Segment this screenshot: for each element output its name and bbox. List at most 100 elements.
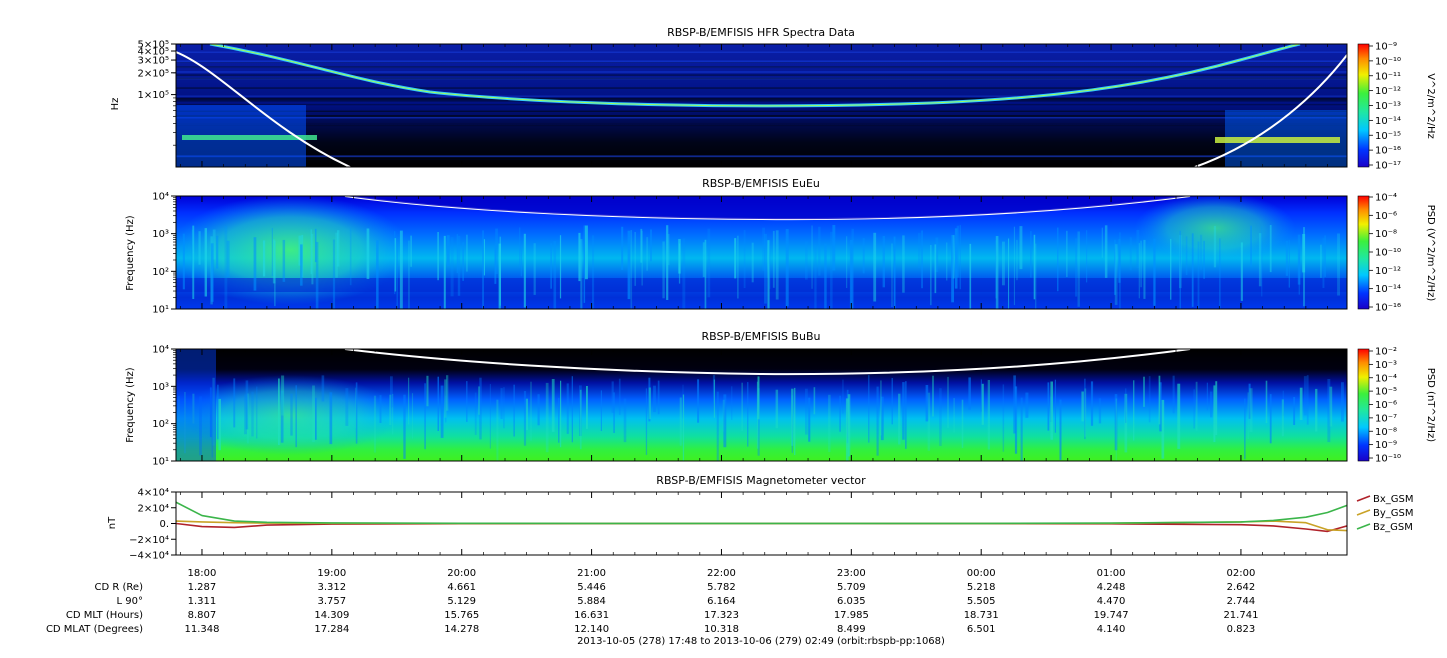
eueu-stripe xyxy=(1104,225,1108,278)
eueu-stripe xyxy=(212,229,216,260)
bubu-stripe xyxy=(611,381,614,413)
ephemeris-value: 16.631 xyxy=(574,610,609,621)
bubu-stripe xyxy=(1244,398,1246,460)
bubu-stripe xyxy=(246,393,249,444)
bubu-stripe xyxy=(290,393,293,436)
bubu-stripe xyxy=(868,375,870,443)
bubu-stripe xyxy=(1265,380,1268,424)
eueu-stripe xyxy=(182,233,185,290)
eueu-stripe xyxy=(743,230,746,288)
eueu-stripe xyxy=(462,242,464,281)
mag-legend-swatch xyxy=(1356,495,1371,502)
hfr-colorbar-tick-label: 10⁻¹⁰ xyxy=(1375,56,1401,67)
bubu-stripe xyxy=(445,395,447,423)
eueu-colorbar xyxy=(1357,195,1370,310)
bubu-stripe xyxy=(1213,385,1216,442)
eueu-stripe xyxy=(707,228,711,298)
bubu-stripe xyxy=(1133,380,1135,441)
bubu-stripe xyxy=(329,392,333,445)
eueu-stripe xyxy=(592,235,595,309)
eueu-stripe xyxy=(578,232,581,282)
bubu-stripe xyxy=(1158,375,1161,425)
bubu-stripe xyxy=(1329,386,1333,427)
ephemeris-row-label: L 90° xyxy=(117,596,143,607)
hfr-panel: RBSP-B/EMFISIS HFR Spectra Data 5×10⁵4×1… xyxy=(110,26,1436,172)
eueu-stripe xyxy=(315,241,319,309)
eueu-stripe xyxy=(1153,238,1156,306)
bubu-stripe xyxy=(321,375,325,402)
eueu-stripe xyxy=(893,236,896,309)
eueu-impulsive-stripes xyxy=(182,225,1340,309)
bubu-stripe xyxy=(1210,391,1213,418)
eueu-colorbar-tick-label: 10⁻⁶ xyxy=(1375,211,1397,222)
eueu-stripe xyxy=(767,240,770,309)
bubu-stripe xyxy=(390,376,393,408)
eueu-stripe xyxy=(946,242,948,281)
eueu-colorbar-tick-label: 10⁻¹⁶ xyxy=(1375,303,1401,314)
bubu-stripe xyxy=(178,395,180,429)
mag-y-tick-label: 4×10⁴ xyxy=(138,488,169,499)
ephemeris-value: 14.309 xyxy=(314,610,349,621)
bubu-stripe xyxy=(558,397,560,443)
bubu-y-tick-label: 10³ xyxy=(152,382,169,393)
hfr-colorbar-tick-label: 10⁻⁹ xyxy=(1375,42,1397,53)
eueu-stripe xyxy=(495,228,498,274)
eueu-stripe xyxy=(805,241,808,280)
ephemeris-value: 5.129 xyxy=(447,596,476,607)
bubu-stripe xyxy=(880,380,882,436)
footer-time-range: 2013-10-05 (278) 17:48 to 2013-10-06 (27… xyxy=(577,636,945,647)
hfr-colorbar-tick-label: 10⁻¹⁷ xyxy=(1375,161,1401,172)
eueu-y-tick-label: 10¹ xyxy=(152,305,169,316)
eueu-stripe xyxy=(1288,240,1290,288)
bubu-colorbar-tick-label: 10⁻⁶ xyxy=(1375,400,1397,411)
bubu-stripe xyxy=(1014,386,1018,454)
eueu-stripe xyxy=(437,232,439,281)
bubu-stripe xyxy=(489,384,491,449)
hfr-title: RBSP-B/EMFISIS HFR Spectra Data xyxy=(667,26,855,39)
eueu-stripe xyxy=(314,228,317,263)
eueu-stripe xyxy=(1057,227,1059,292)
hfr-y-tick-label: 3×10⁵ xyxy=(138,56,169,67)
bubu-stripe xyxy=(939,388,942,446)
bubu-stripe xyxy=(747,382,749,447)
bubu-stripe xyxy=(1206,382,1208,411)
mag-legend-swatch xyxy=(1356,523,1371,530)
mag-y-tick-label: 2×10⁴ xyxy=(138,503,169,514)
eueu-stripe xyxy=(1258,233,1262,287)
bubu-stripe xyxy=(613,392,615,433)
eueu-stripe xyxy=(520,245,522,277)
hfr-burst-right-band xyxy=(1215,137,1340,143)
eueu-emission-left xyxy=(176,196,410,305)
bubu-stripe xyxy=(233,378,236,428)
ephemeris-value: 15.765 xyxy=(444,610,479,621)
bubu-stripe xyxy=(1247,392,1249,440)
eueu-stripe xyxy=(1261,226,1263,297)
eueu-stripe xyxy=(862,238,865,274)
eueu-stripe xyxy=(682,238,686,309)
bubu-stripe xyxy=(697,379,700,423)
ephemeris-value: 17.323 xyxy=(704,610,739,621)
eueu-title: RBSP-B/EMFISIS EuEu xyxy=(702,177,820,190)
eueu-frame xyxy=(175,195,1348,310)
ephemeris-value: 3.312 xyxy=(318,582,347,593)
bubu-y-tick-label: 10¹ xyxy=(152,457,169,468)
ephemeris-value: 5.505 xyxy=(967,596,996,607)
bubu-stripe xyxy=(648,387,651,420)
bubu-colorbar-tick-label: 10⁻¹⁰ xyxy=(1375,454,1401,465)
bubu-stripe xyxy=(1281,399,1284,437)
eueu-stripe xyxy=(274,241,276,307)
hfr-colorbar-ticks: 10⁻⁹ 10⁻¹⁰ 10⁻¹¹ 10⁻¹² 10⁻¹³ 10⁻¹⁴ 10⁻¹⁵ 10⁻¹⁶ 1… xyxy=(1369,42,1401,172)
bubu-stripe xyxy=(961,399,964,448)
bubu-stripe xyxy=(1248,383,1251,419)
eueu-stripe xyxy=(311,233,314,285)
bubu-stripe xyxy=(1249,388,1253,432)
bubu-stripe xyxy=(244,394,247,435)
ephemeris-value: 2.744 xyxy=(1227,596,1256,607)
eueu-stripe xyxy=(457,235,461,296)
hfr-colorbar-label: V^2/m^2/Hz xyxy=(1425,73,1436,139)
bubu-stripe xyxy=(1195,381,1198,431)
eueu-colorbar-ticks: 10⁻⁴ 10⁻⁶ 10⁻⁸ 10⁻¹⁰ 10⁻¹² 10⁻¹⁴ 10⁻¹⁶ xyxy=(1369,193,1401,314)
eueu-stripe xyxy=(1035,243,1037,309)
eueu-stripe xyxy=(466,234,468,272)
